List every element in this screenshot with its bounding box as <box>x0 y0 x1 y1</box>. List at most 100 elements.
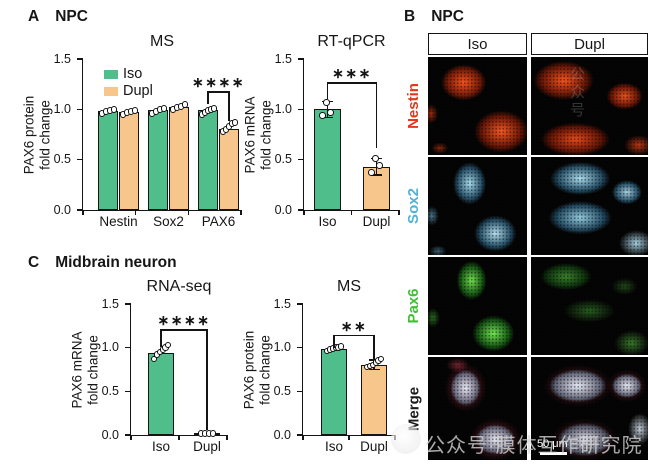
x-category-label: Sox2 <box>153 214 184 229</box>
panel-a-label: A NPC <box>28 8 88 26</box>
y-tick-label: 1.5 <box>101 296 119 311</box>
data-point <box>368 169 375 177</box>
micrograph-nestin-iso <box>428 57 527 155</box>
x-tick <box>240 210 242 215</box>
y-tick-label: 0.0 <box>274 202 292 217</box>
x-category-label: Dupl <box>360 439 388 454</box>
y-tick-label: 0.0 <box>53 202 71 217</box>
x-category-label: Dupl <box>362 214 391 229</box>
significance-bracket <box>207 91 209 105</box>
y-tick-label: 1.0 <box>101 340 119 355</box>
y-tick <box>297 303 303 305</box>
y-tick <box>297 346 303 349</box>
significance-bracket <box>206 329 208 430</box>
x-tick <box>134 210 137 215</box>
x-tick <box>302 435 304 440</box>
data-point <box>160 105 168 112</box>
column-header-iso: Iso <box>428 33 527 55</box>
chart-title: MS <box>150 33 174 50</box>
data-point <box>377 355 385 363</box>
x-tick <box>350 210 353 215</box>
chart-title: RNA-seq <box>146 278 212 295</box>
bar-iso <box>321 349 347 435</box>
panel-c-label: C Midbrain neuron <box>28 254 177 272</box>
significance-bracket <box>161 329 207 331</box>
data-point <box>327 109 334 116</box>
error-bar-cap <box>322 116 333 119</box>
chart-npc_rtqpcr: RT-qPCR PAX6 mRNA fold change 0.0 0.5 1.0 1.5 I… <box>242 33 400 229</box>
y-tick-label: 1.5 <box>273 296 291 311</box>
x-category-label: Iso <box>151 439 171 454</box>
row-label-nestin: Nestin <box>405 83 422 129</box>
x-category-label: Iso <box>324 439 344 454</box>
x-category-label: Nestin <box>99 214 138 229</box>
y-tick-label: 1.0 <box>53 101 71 116</box>
watermark-text: 公众号·膜体互作研究院 <box>425 435 643 457</box>
y-tick <box>298 158 304 161</box>
x-tick <box>187 210 190 215</box>
significance-bracket <box>334 334 374 337</box>
panel-a-letter: A <box>28 8 40 25</box>
bar-iso <box>314 109 341 210</box>
y-tick-label: 0.5 <box>273 383 291 398</box>
micrograph-pax6-dupl <box>531 257 648 355</box>
data-point <box>131 107 139 114</box>
significance-label: ∗∗∗∗ <box>192 74 245 91</box>
y-tick-label: 0.5 <box>274 152 292 167</box>
x-tick <box>130 435 132 440</box>
x-tick <box>303 210 305 215</box>
x-tick <box>226 435 228 440</box>
y-tick-label: 0.0 <box>273 427 291 442</box>
significance-label: ∗∗ <box>340 317 368 334</box>
chart-npc_ms: MS PAX6 protein fold change 0.0 0.5 1.0 1.5 Nes… <box>21 33 243 229</box>
y-tick <box>125 303 131 305</box>
x-category-label: Dupl <box>193 439 221 454</box>
y-tick <box>125 346 131 349</box>
x-tick <box>82 210 84 215</box>
panel-c-letter: C <box>28 254 40 271</box>
data-point <box>231 119 239 126</box>
significance-bracket <box>160 329 162 347</box>
micrograph-nestin-dupl <box>531 57 648 155</box>
error-bar-cap <box>371 174 382 176</box>
data-point <box>337 343 345 351</box>
chart-mid_rnaseq: RNA-seq PAX6 mRNA fold change 0.0 0.5 1.0 1.5 I… <box>69 278 228 454</box>
y-tick <box>125 434 131 436</box>
ghost-watermark: 公众号 <box>568 66 585 120</box>
row-label-pax6: Pax6 <box>405 288 422 324</box>
legend-swatch-dupl <box>104 87 118 96</box>
error-bar-cap <box>368 368 380 371</box>
significance-bracket <box>208 91 229 93</box>
scale-bar <box>540 452 567 455</box>
data-point <box>323 98 330 106</box>
y-tick-label: 1.5 <box>274 51 292 66</box>
x-category-label: PAX6 <box>201 214 236 229</box>
x-category-label: Iso <box>318 214 337 229</box>
legend-label-dupl: Dupl <box>123 83 153 99</box>
data-point <box>376 162 383 169</box>
significance-bracket <box>327 82 377 84</box>
chart-title: RT-qPCR <box>317 33 386 50</box>
data-point <box>210 105 218 112</box>
significance-bracket <box>375 82 378 148</box>
panel-b-title: NPC <box>431 8 464 25</box>
data-point <box>372 155 379 162</box>
data-point <box>110 106 118 113</box>
y-tick-label: 1.0 <box>274 101 292 116</box>
micrograph-sox2-dupl <box>531 157 648 255</box>
watermark-logo-icon <box>391 424 421 454</box>
y-tick <box>77 158 83 161</box>
significance-bracket <box>228 91 230 122</box>
y-tick <box>298 209 304 211</box>
significance-bracket <box>326 82 329 100</box>
chart-title: MS <box>337 278 361 295</box>
micrograph-merge-dupl <box>531 357 648 460</box>
y-tick <box>298 58 304 60</box>
x-tick <box>348 435 350 440</box>
significance-label: ∗∗∗ <box>332 65 372 82</box>
micrograph-sox2-iso <box>428 157 527 255</box>
micrograph-merge-iso <box>428 357 527 460</box>
